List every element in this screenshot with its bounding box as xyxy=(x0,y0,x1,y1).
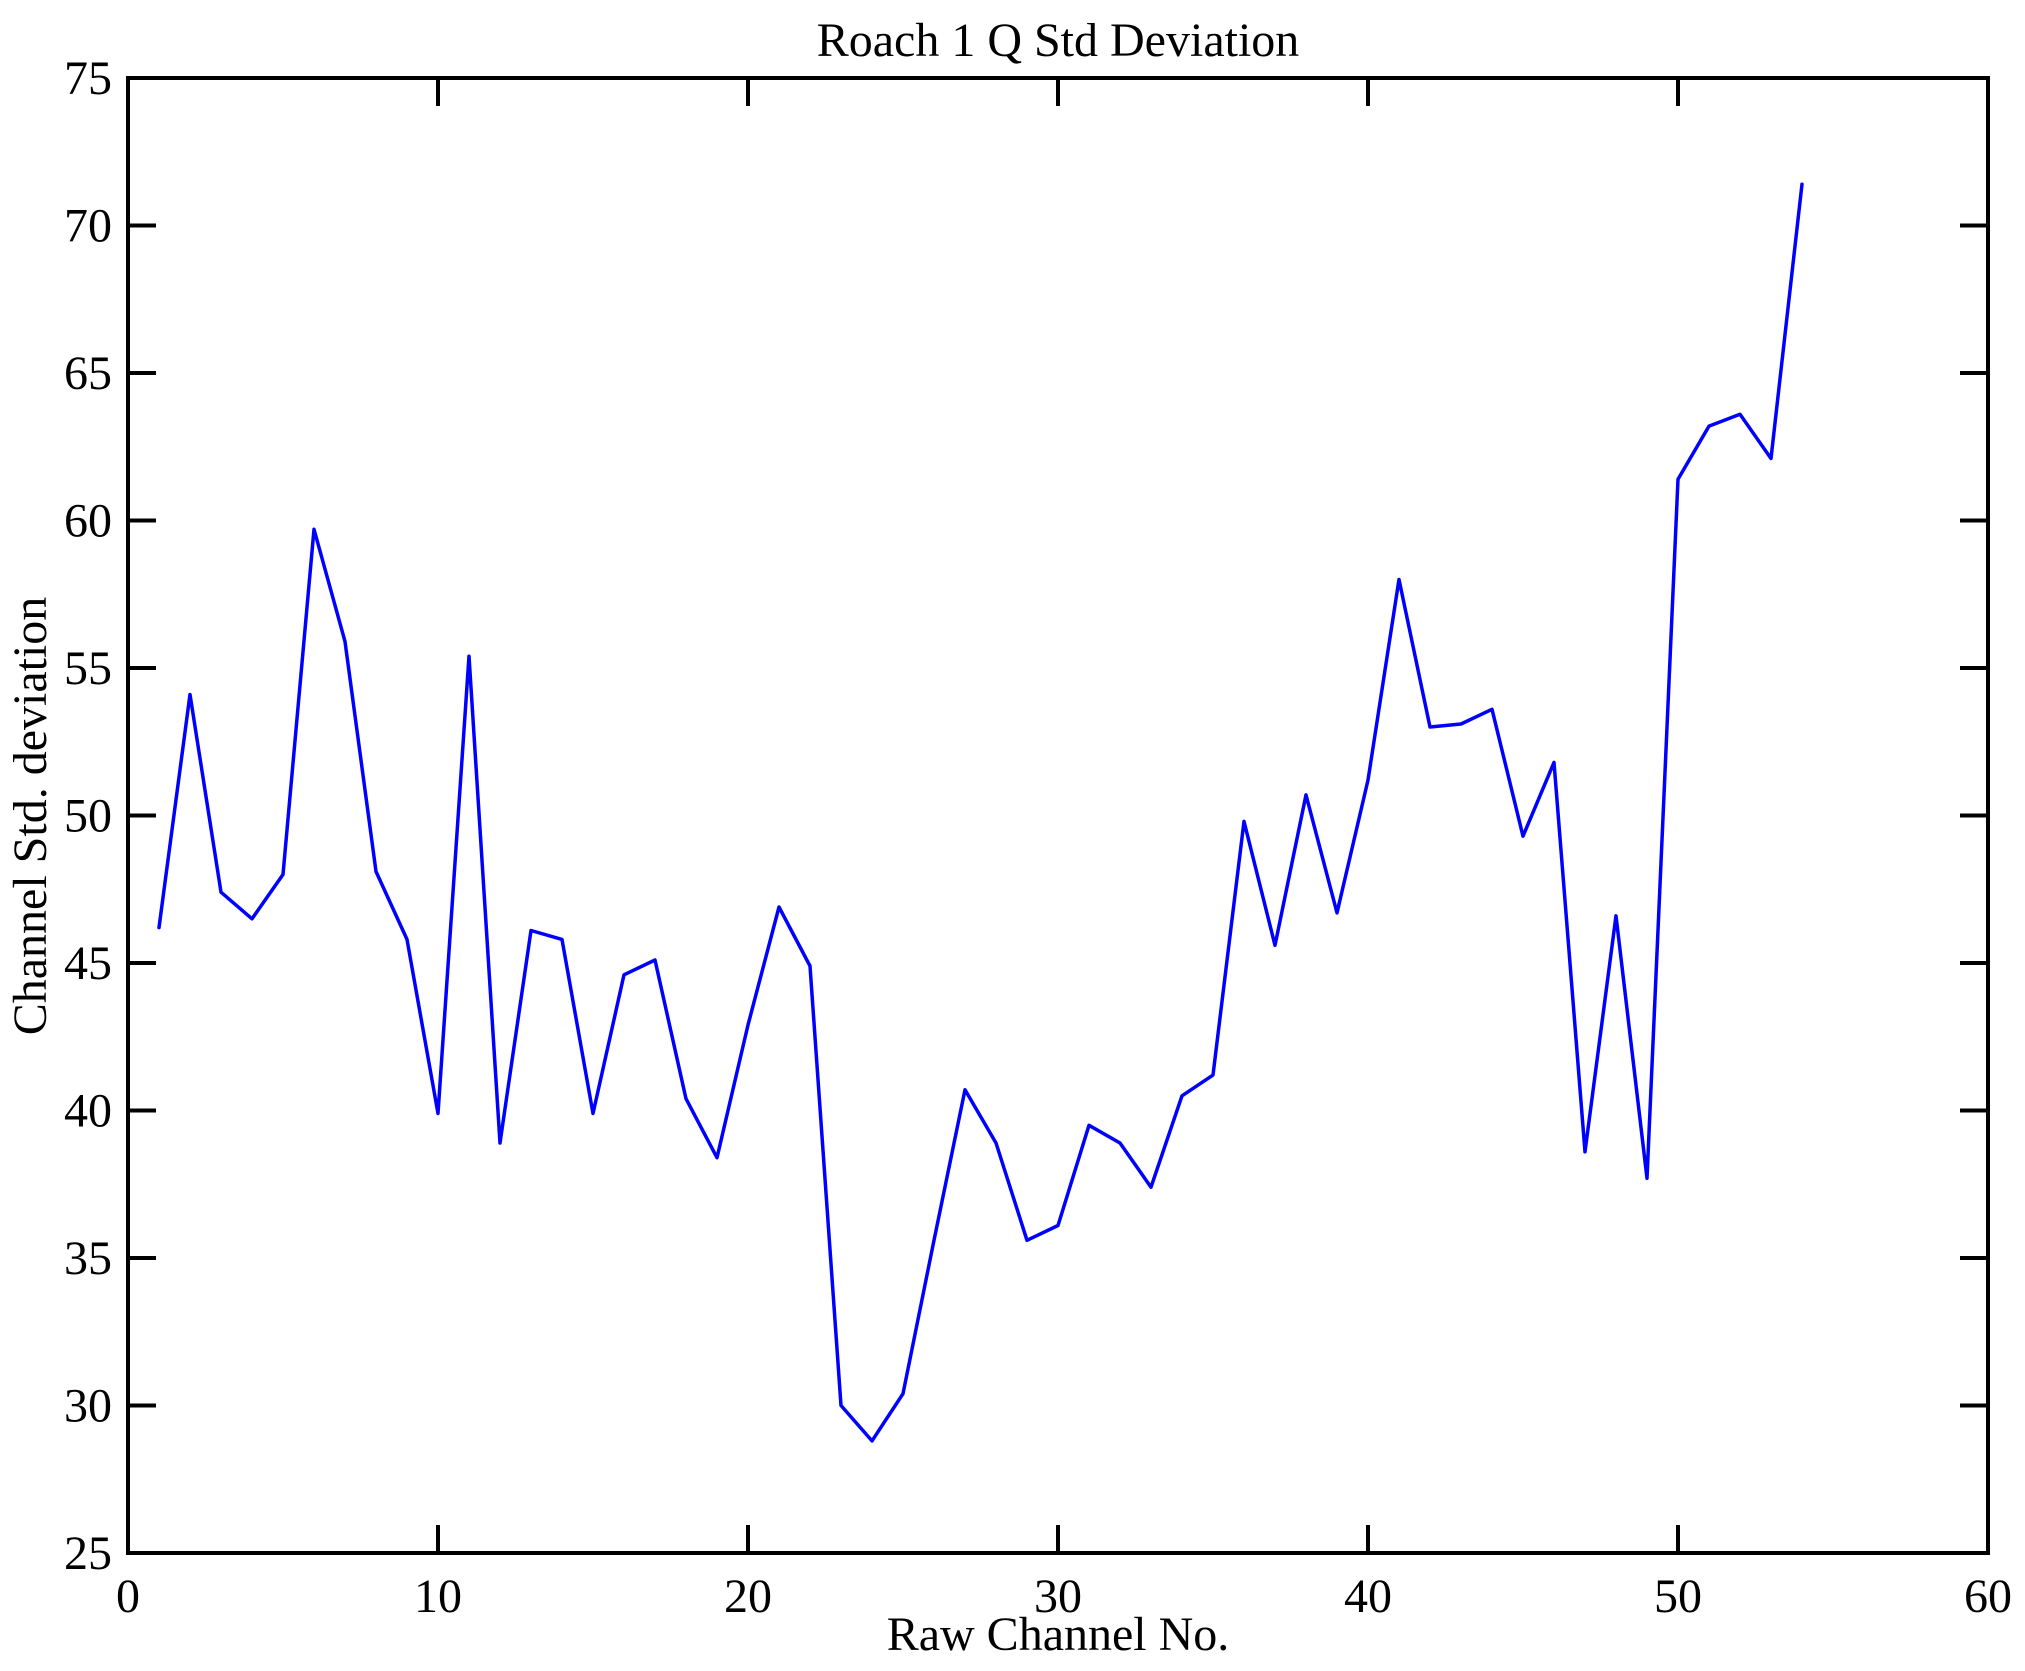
series-line xyxy=(157,182,1804,1443)
x-tick-label: 40 xyxy=(1344,1570,1392,1623)
x-tick-label: 50 xyxy=(1654,1570,1702,1623)
axis-ticks xyxy=(126,76,1990,1555)
y-axis-label: Channel Std. deviation xyxy=(4,597,57,1036)
x-tick-label: 30 xyxy=(1034,1570,1082,1623)
y-tick-label: 55 xyxy=(64,642,112,695)
x-tick-label: 20 xyxy=(724,1570,772,1623)
y-tick-label: 35 xyxy=(64,1232,112,1285)
y-tick-label: 75 xyxy=(64,52,112,105)
x-tick-label: 10 xyxy=(414,1570,462,1623)
y-tick-label: 60 xyxy=(64,495,112,548)
x-tick-label: 0 xyxy=(116,1570,140,1623)
y-tick-label: 45 xyxy=(64,937,112,990)
y-tick-label: 25 xyxy=(64,1527,112,1580)
y-tick-label: 30 xyxy=(64,1380,112,1433)
chart-title: Roach 1 Q Std Deviation xyxy=(817,14,1300,67)
x-axis-label: Raw Channel No. xyxy=(887,1608,1230,1661)
axis-tick-labels: 0 10 20 30 40 50 60 25 30 35 40 45 50 55 60 65 70 75 xyxy=(64,52,2012,1623)
x-tick-label: 60 xyxy=(1964,1570,2012,1623)
y-tick-label: 50 xyxy=(64,790,112,843)
y-tick-label: 70 xyxy=(64,200,112,253)
y-tick-label: 40 xyxy=(64,1085,112,1138)
plot-box xyxy=(126,76,1990,1555)
y-tick-label: 65 xyxy=(64,347,112,400)
